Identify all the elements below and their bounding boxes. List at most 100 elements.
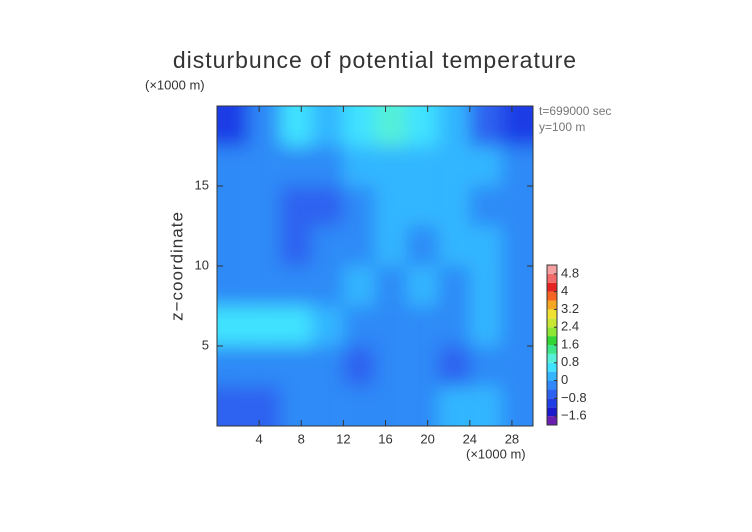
field-cell <box>311 146 344 186</box>
field-cell <box>248 386 281 426</box>
field-cell <box>248 266 281 306</box>
colorbar-tick-label: 4 <box>561 283 568 298</box>
field-cell <box>311 266 344 306</box>
field-cell <box>501 226 533 266</box>
field-cell <box>375 146 407 186</box>
field-cell <box>406 386 439 426</box>
x-tick-label: 12 <box>336 431 350 446</box>
field-cell <box>501 106 533 146</box>
field-cell <box>217 146 249 186</box>
field-cell <box>343 386 375 426</box>
colorbar-swatch <box>547 371 557 381</box>
field-cell <box>438 106 470 146</box>
field-cell <box>438 146 470 186</box>
x-tick-label: 4 <box>256 431 263 446</box>
x-tick-label: 28 <box>505 431 519 446</box>
field-cell <box>217 306 249 346</box>
field-cell <box>375 106 407 146</box>
field-cell <box>438 266 470 306</box>
colorbar-swatch <box>547 327 557 337</box>
field-cell <box>217 226 249 266</box>
field-cell <box>469 346 502 386</box>
chart-title: disturbunce of potential temperature <box>173 47 577 73</box>
colorbar-swatch <box>547 353 557 363</box>
field-cell <box>501 186 533 226</box>
colorbar-tick-label: −1.6 <box>561 408 587 423</box>
field-cell <box>248 346 281 386</box>
y-tick-label: 10 <box>195 257 209 272</box>
colorbar-tick-label: −0.8 <box>561 390 587 405</box>
field-cell <box>343 306 375 346</box>
field-cell <box>501 386 533 426</box>
field <box>217 106 533 426</box>
field-cell <box>311 346 344 386</box>
field-cell <box>217 386 249 426</box>
field-cell <box>501 346 533 386</box>
colorbar-swatch <box>547 389 557 399</box>
x-tick-label: 16 <box>378 431 392 446</box>
field-cell <box>280 186 312 226</box>
field-cell <box>280 266 312 306</box>
field-cell <box>248 226 281 266</box>
field-cell <box>343 266 375 306</box>
colorbar-swatch <box>547 362 557 372</box>
y-unit: (×1000 m) <box>145 77 205 92</box>
colorbar-tick-label: 0 <box>561 372 568 387</box>
field-cell <box>248 146 281 186</box>
field-cell <box>375 346 407 386</box>
field-cell <box>406 226 439 266</box>
field-cell <box>469 226 502 266</box>
colorbar-tick-label: 1.6 <box>561 336 579 351</box>
field-cell <box>469 306 502 346</box>
field-cell <box>248 106 281 146</box>
field-cell <box>375 386 407 426</box>
colorbar-swatch <box>547 273 557 283</box>
field-cell <box>217 266 249 306</box>
annotation: y=100 m <box>539 120 585 134</box>
annotation: t=699000 sec <box>539 104 611 118</box>
colorbar-tick-label: 2.4 <box>561 319 579 334</box>
colorbar-swatch <box>547 398 557 408</box>
x-tick-label: 24 <box>463 431 477 446</box>
field-cell <box>438 186 470 226</box>
field-cell <box>280 386 312 426</box>
field-cell <box>280 146 312 186</box>
colorbar-tick-label: 4.8 <box>561 265 579 280</box>
field-cell <box>248 306 281 346</box>
field-cell <box>311 186 344 226</box>
field-cell <box>469 106 502 146</box>
field-cell <box>311 106 344 146</box>
field-cell <box>501 146 533 186</box>
field-cell <box>280 226 312 266</box>
colorbar-swatch <box>547 282 557 292</box>
colorbar-tick-label: 0.8 <box>561 354 579 369</box>
field-cell <box>343 186 375 226</box>
field-cell <box>217 106 249 146</box>
field-cell <box>375 266 407 306</box>
field-cell <box>343 226 375 266</box>
colorbar-tick-label: 3.2 <box>561 301 579 316</box>
colorbar-swatch <box>547 318 557 328</box>
field-cell <box>406 106 439 146</box>
field-cell <box>438 386 470 426</box>
colorbar-swatch <box>547 345 557 354</box>
field-cell <box>501 306 533 346</box>
colorbar-swatch <box>547 380 557 390</box>
x-tick-label: 20 <box>420 431 434 446</box>
field-cell <box>406 146 439 186</box>
colorbar-swatch <box>547 300 557 310</box>
field-cell <box>438 226 470 266</box>
field-cell <box>280 346 312 386</box>
field-cell <box>406 266 439 306</box>
field-cell <box>280 106 312 146</box>
x-tick-label: 8 <box>298 431 305 446</box>
colorbar-swatch <box>547 407 557 417</box>
field-cell <box>343 106 375 146</box>
field-cell <box>406 346 439 386</box>
field-cell <box>311 306 344 346</box>
y-tick-label: 5 <box>202 337 209 352</box>
field-cell <box>375 306 407 346</box>
field-cell <box>343 346 375 386</box>
colorbar-swatch <box>547 309 557 319</box>
